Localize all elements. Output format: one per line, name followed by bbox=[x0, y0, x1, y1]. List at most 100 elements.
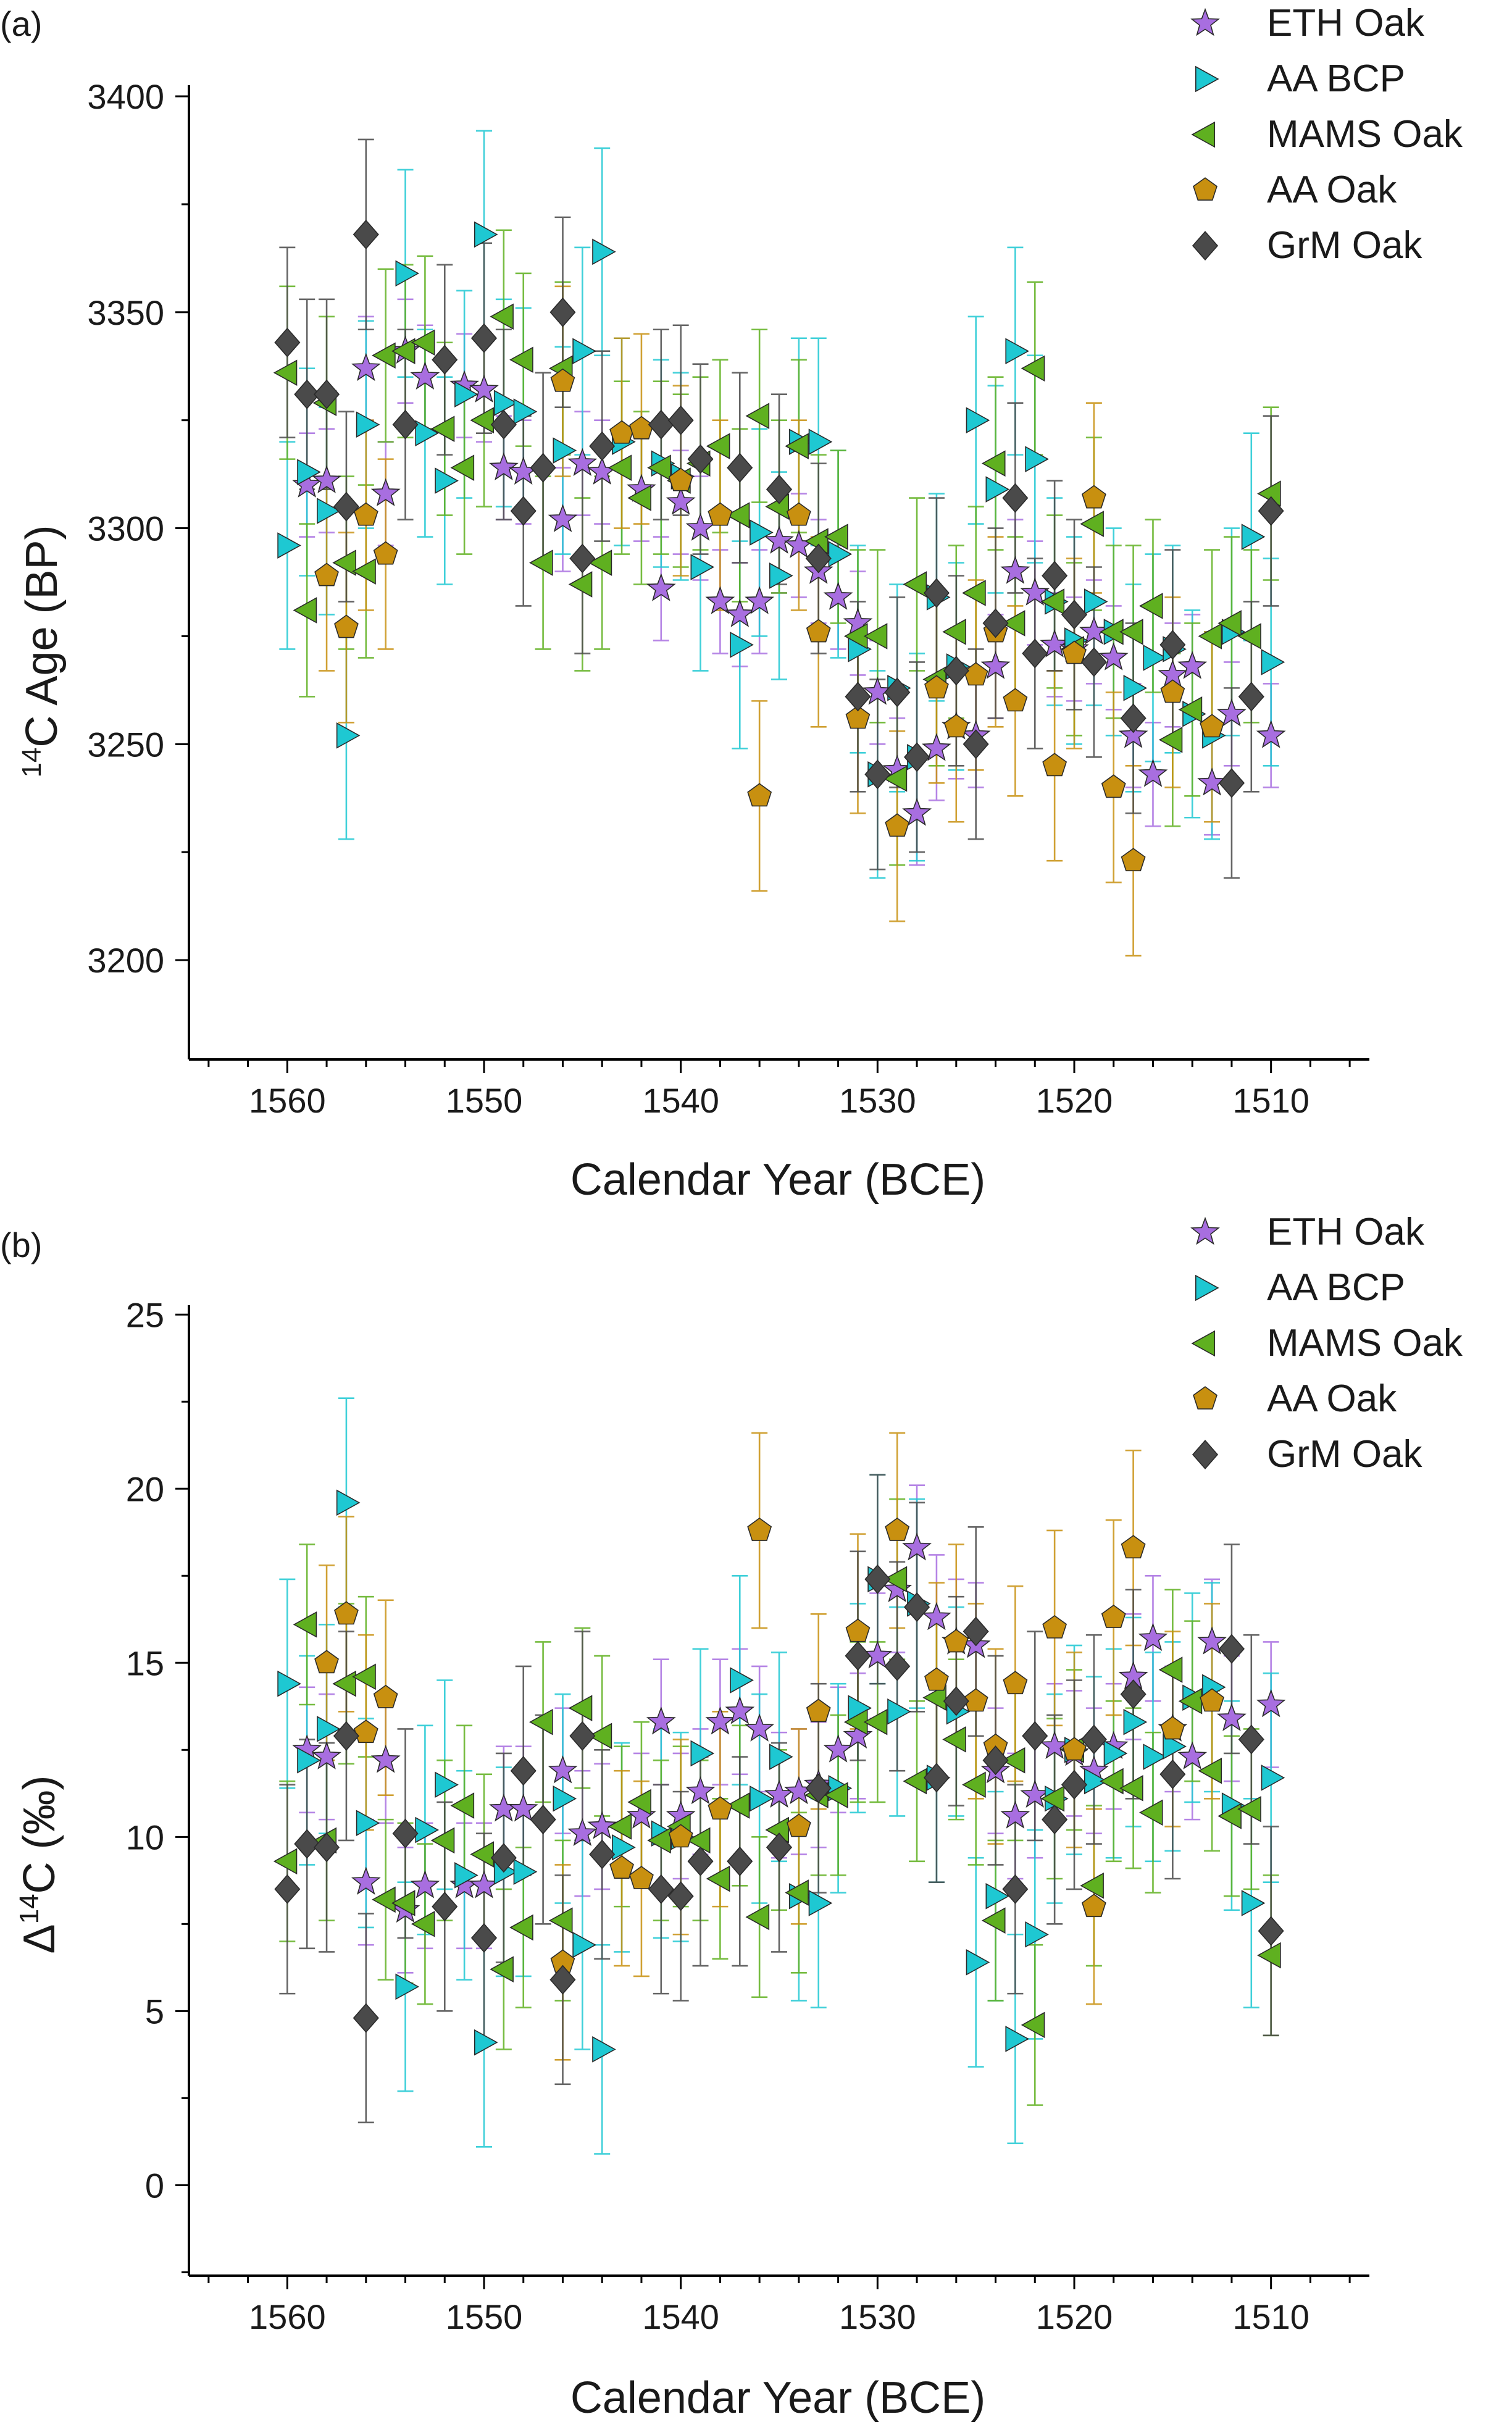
point-grm-oak-a-24 bbox=[923, 578, 950, 608]
point-mams-oak-b-47 bbox=[1198, 1757, 1222, 1784]
panel-label-b: (b) bbox=[0, 1226, 42, 1264]
point-aa-bcp-b-31 bbox=[966, 1949, 990, 1976]
point-eth-oak-b-23 bbox=[823, 1734, 853, 1763]
point-eth-oak-b-17 bbox=[705, 1706, 735, 1735]
point-mams-oak-a-34 bbox=[942, 619, 966, 645]
legend-marker-mams-oak-b bbox=[1191, 1330, 1215, 1357]
point-mams-oak-b-30 bbox=[863, 1708, 888, 1735]
point-mams-oak-a-48 bbox=[1218, 610, 1242, 637]
point-mams-oak-a-3 bbox=[332, 549, 356, 576]
point-mams-oak-b-13 bbox=[529, 1708, 553, 1735]
markers-b bbox=[273, 1489, 1286, 2063]
legend-marker-grm-oak-a bbox=[1192, 230, 1219, 261]
point-aa-bcp-b-41 bbox=[1163, 1733, 1187, 1760]
y-axis-title-a-text: C Age (BP) bbox=[17, 525, 67, 747]
legend-b: ETH Oak AA BCP MAMS Oak AA Oak GrM Oak bbox=[1190, 1211, 1463, 1476]
point-mams-oak-b-39 bbox=[1040, 1785, 1065, 1812]
point-eth-oak-b-27 bbox=[902, 1532, 932, 1561]
point-mams-oak-b-24 bbox=[745, 1903, 770, 1931]
point-mams-oak-b-33 bbox=[922, 1684, 946, 1711]
point-aa-oak-b-1 bbox=[334, 1601, 359, 1625]
point-grm-oak-b-16 bbox=[687, 1846, 714, 1876]
point-eth-oak-b-13 bbox=[626, 1800, 656, 1829]
point-aa-bcp-b-27 bbox=[887, 1698, 911, 1725]
point-aa-bcp-b-21 bbox=[769, 1744, 793, 1770]
legend-marker-aa-bcp-a bbox=[1195, 65, 1219, 93]
point-aa-bcp-b-39 bbox=[1123, 1708, 1148, 1735]
point-grm-oak-a-37 bbox=[1258, 496, 1284, 526]
point-grm-oak-a-6 bbox=[432, 345, 458, 375]
point-grm-oak-b-4 bbox=[353, 2003, 379, 2033]
point-aa-bcp-b-38 bbox=[1103, 1740, 1128, 1767]
point-aa-bcp-b-46 bbox=[1261, 1765, 1285, 1791]
point-eth-oak-b-18 bbox=[725, 1696, 755, 1724]
point-grm-oak-b-2 bbox=[314, 1832, 340, 1863]
point-aa-bcp-b-14 bbox=[592, 2036, 616, 2063]
point-mams-oak-b-0 bbox=[273, 1848, 298, 1875]
legend-marker-aa-oak-b bbox=[1193, 1386, 1218, 1410]
point-grm-oak-a-34 bbox=[1159, 630, 1186, 660]
point-mams-oak-b-28 bbox=[824, 1782, 848, 1808]
point-mams-oak-a-7 bbox=[411, 329, 435, 356]
point-aa-bcp-b-0 bbox=[277, 1670, 301, 1697]
point-grm-oak-b-27 bbox=[982, 1745, 1009, 1776]
point-aa-oak-a-3 bbox=[373, 541, 398, 565]
point-eth-oak-b-26 bbox=[882, 1574, 913, 1603]
point-eth-oak-b-12 bbox=[587, 1811, 617, 1839]
point-eth-oak-b-9 bbox=[508, 1794, 538, 1822]
point-eth-oak-a-39 bbox=[1138, 759, 1168, 787]
point-grm-oak-a-0 bbox=[274, 327, 301, 357]
y-axis-title-b-sup: 14 bbox=[14, 1894, 44, 1924]
y-tick-label-b-20: 20 bbox=[126, 1469, 164, 1508]
point-aa-oak-b-22 bbox=[1101, 1605, 1126, 1628]
point-eth-oak-a-32 bbox=[1000, 556, 1030, 584]
point-aa-bcp-a-10 bbox=[493, 390, 518, 416]
point-mams-oak-a-30 bbox=[863, 623, 888, 649]
point-aa-bcp-a-34 bbox=[1025, 446, 1049, 472]
point-aa-oak-b-11 bbox=[806, 1698, 831, 1723]
point-eth-oak-a-31 bbox=[980, 651, 1011, 679]
point-eth-oak-b-1 bbox=[312, 1741, 342, 1769]
point-aa-bcp-b-7 bbox=[435, 1771, 459, 1798]
point-aa-bcp-a-7 bbox=[435, 467, 459, 494]
y-axis-title-b: Δ14C (‰) bbox=[14, 1776, 64, 1954]
point-grm-oak-a-21 bbox=[864, 759, 891, 790]
y-tick-label-a-3400: 3400 bbox=[87, 77, 164, 116]
point-aa-oak-a-4 bbox=[550, 368, 575, 392]
y-axis-title-a-sup: 14 bbox=[17, 748, 47, 778]
point-mams-oak-a-44 bbox=[1138, 593, 1163, 619]
point-grm-oak-a-10 bbox=[530, 453, 556, 483]
point-mams-oak-b-4 bbox=[352, 1663, 376, 1690]
point-grm-oak-b-8 bbox=[490, 1843, 517, 1873]
point-grm-oak-b-36 bbox=[1238, 1724, 1264, 1755]
point-grm-oak-b-9 bbox=[510, 1756, 537, 1786]
point-grm-oak-b-28 bbox=[1002, 1874, 1029, 1904]
point-aa-oak-a-24 bbox=[1160, 679, 1185, 703]
legend-marker-aa-oak-a bbox=[1193, 177, 1218, 201]
point-grm-oak-a-31 bbox=[1061, 599, 1088, 630]
point-aa-oak-b-6 bbox=[629, 1866, 654, 1889]
point-eth-oak-b-41 bbox=[1177, 1741, 1208, 1769]
point-aa-oak-b-19 bbox=[1042, 1615, 1067, 1639]
point-eth-oak-a-14 bbox=[646, 573, 676, 601]
point-aa-bcp-a-14 bbox=[592, 238, 616, 265]
legend-label-eth-oak-a: ETH Oak bbox=[1267, 2, 1425, 44]
point-grm-oak-a-9 bbox=[510, 496, 537, 526]
legend-a: ETH Oak AA BCP MAMS Oak AA Oak GrM Oak bbox=[1190, 2, 1463, 267]
point-aa-bcp-a-4 bbox=[356, 411, 380, 438]
point-eth-oak-a-43 bbox=[1216, 698, 1247, 727]
y-axis-title-b-delta: Δ bbox=[15, 1924, 64, 1953]
point-mams-oak-b-31 bbox=[883, 1566, 908, 1593]
x-tick-label-a-1560: 1560 bbox=[249, 1081, 326, 1120]
point-eth-oak-a-5 bbox=[410, 361, 440, 390]
point-grm-oak-b-5 bbox=[392, 1818, 419, 1848]
point-mams-oak-b-12 bbox=[509, 1914, 533, 1941]
point-aa-bcp-a-9 bbox=[474, 221, 498, 248]
point-aa-oak-a-7 bbox=[668, 467, 693, 491]
point-grm-oak-b-37 bbox=[1258, 1916, 1284, 1946]
point-mams-oak-a-37 bbox=[1001, 610, 1025, 637]
point-aa-bcp-b-13 bbox=[572, 1931, 596, 1958]
point-eth-oak-b-10 bbox=[548, 1755, 578, 1784]
point-mams-oak-b-32 bbox=[903, 1768, 927, 1795]
point-grm-oak-b-20 bbox=[845, 1640, 871, 1671]
